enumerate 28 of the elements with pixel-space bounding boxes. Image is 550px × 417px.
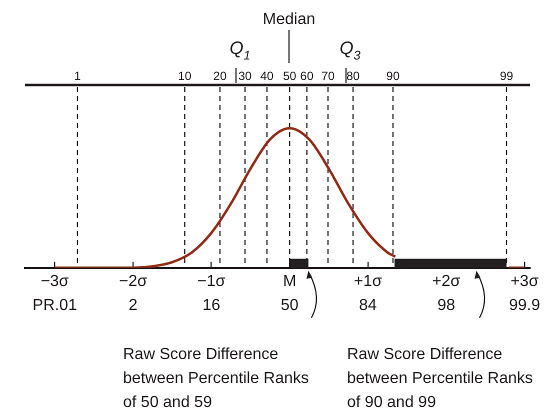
x-tick-label: M	[282, 272, 296, 290]
text: Raw Score Difference between Percentile Ranks of 50 and 59	[123, 345, 310, 413]
text: Median	[262, 11, 316, 28]
text: Raw Score Difference between Percentile Ranks of 90 and 99	[347, 345, 534, 413]
text: 50	[282, 69, 297, 83]
x-tick-label: +3σ	[510, 272, 539, 290]
text: 10	[178, 69, 192, 83]
text: 99	[500, 69, 514, 83]
text: 99.9	[508, 296, 540, 314]
text: 60	[300, 69, 314, 83]
text: 98	[437, 296, 456, 314]
text: 2	[128, 296, 138, 314]
text: 50	[280, 296, 299, 314]
text: 20	[213, 69, 227, 83]
x-tick-label: −3σ	[40, 272, 69, 290]
text: 1	[74, 69, 82, 83]
x-tick-label: −2σ	[118, 272, 148, 290]
text: 84	[359, 296, 377, 314]
x-tick-label: −1σ	[197, 272, 226, 290]
text: 30	[238, 69, 252, 83]
text: 16	[202, 296, 220, 314]
text: 40	[260, 69, 274, 83]
x-tick-label: +1σ	[354, 272, 382, 290]
x-tick-label: +2σ	[432, 272, 460, 290]
text: 70	[321, 69, 335, 83]
text: PR.01	[32, 296, 78, 314]
text: 90	[386, 69, 400, 83]
text: 80	[346, 69, 360, 83]
